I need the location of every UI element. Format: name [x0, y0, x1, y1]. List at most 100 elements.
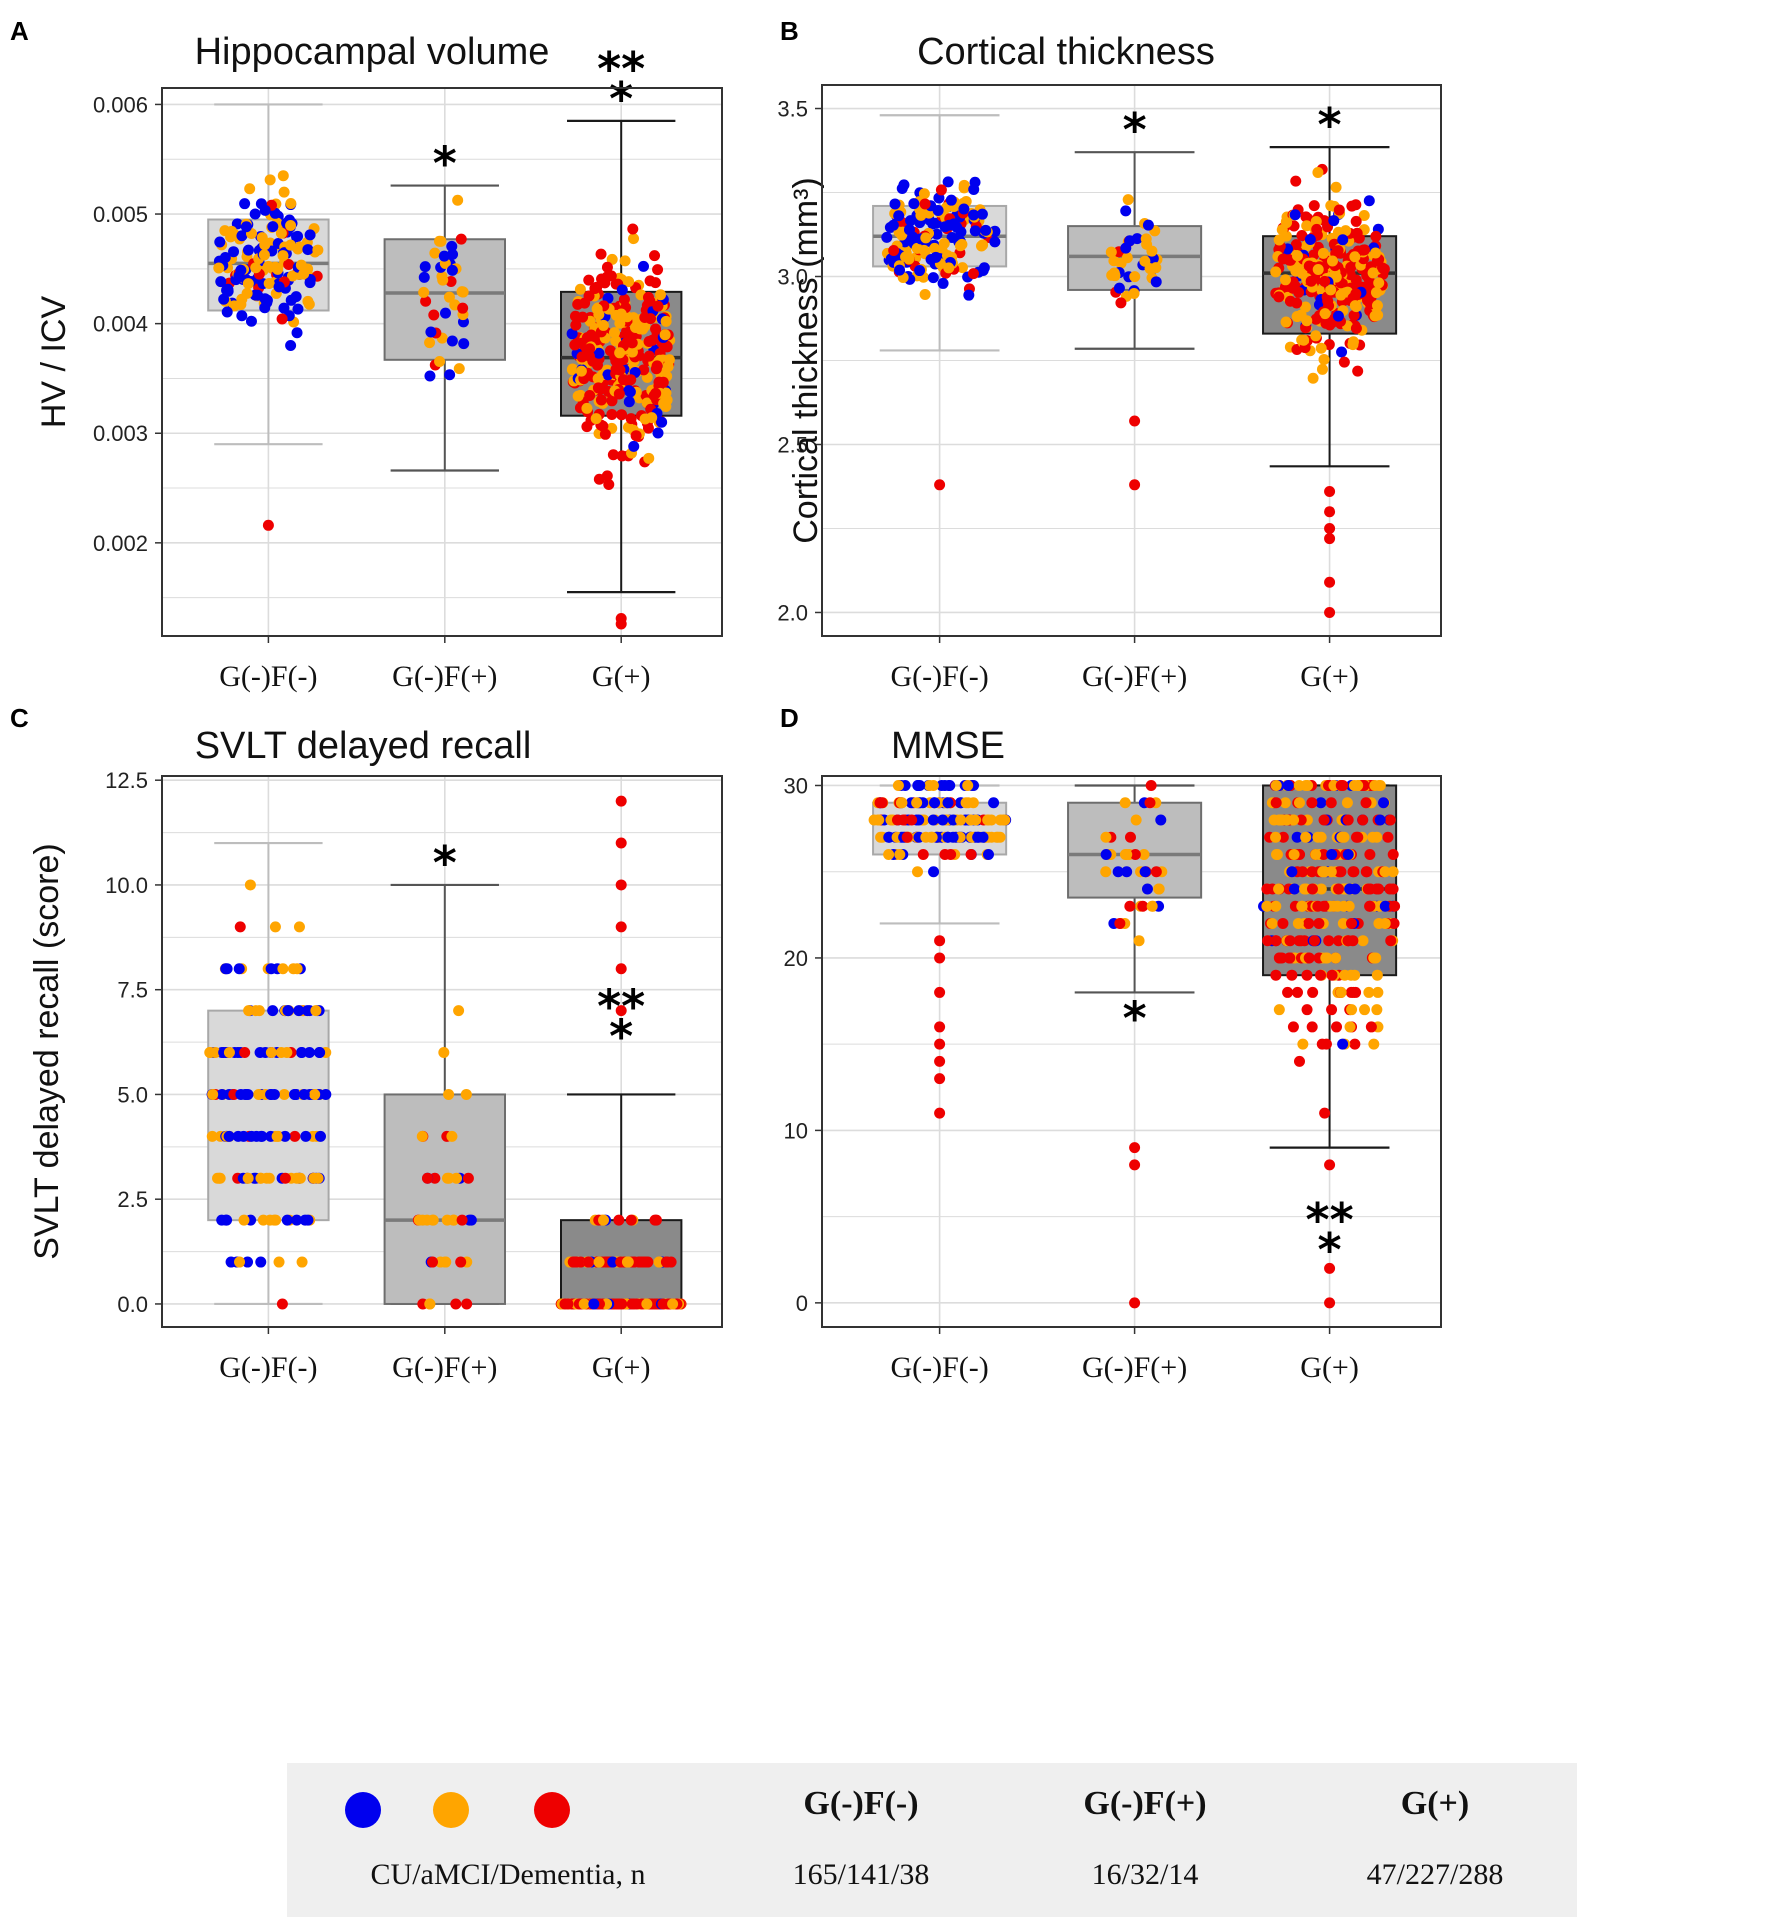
- data-point: [1372, 986, 1384, 998]
- data-point: [1323, 935, 1335, 947]
- data-point: [1367, 267, 1379, 279]
- data-point: [965, 848, 977, 860]
- data-point: [215, 276, 227, 288]
- data-point: [1121, 866, 1133, 878]
- y-tick-label: 12.5: [105, 768, 148, 793]
- data-point: [1296, 900, 1308, 912]
- data-point: [893, 210, 905, 222]
- data-point: [918, 244, 930, 256]
- significance-marker: **: [597, 42, 645, 96]
- data-point: [1352, 779, 1364, 791]
- chart-title: Cortical thickness: [917, 31, 1215, 73]
- data-point: [605, 270, 617, 282]
- data-point: [1140, 233, 1152, 245]
- data-point: [418, 286, 430, 298]
- x-tick-label: G(+): [592, 660, 651, 693]
- data-point: [1320, 1038, 1332, 1050]
- data-point: [1270, 266, 1282, 278]
- plot-frame: [161, 87, 723, 637]
- data-point: [942, 176, 954, 188]
- data-point: [241, 287, 253, 299]
- data-point: [574, 283, 586, 295]
- data-point: [907, 231, 919, 243]
- data-point: [314, 1130, 326, 1142]
- data-point: [1379, 917, 1391, 929]
- data-point: [592, 382, 604, 394]
- legend-group-label: CU/aMCI/Dementia, n: [370, 1858, 646, 1891]
- outlier-point: [615, 963, 627, 975]
- data-point: [293, 921, 305, 933]
- data-point: [1288, 883, 1300, 895]
- data-point: [287, 963, 299, 975]
- data-point: [942, 797, 954, 809]
- data-point: [1153, 883, 1165, 895]
- legend-group-1-counts: 165/141/38: [792, 1858, 930, 1891]
- legend-group-3-counts: 47/227/288: [1366, 1858, 1504, 1891]
- data-point: [942, 831, 954, 843]
- data-point: [238, 1130, 250, 1142]
- data-point: [244, 879, 256, 891]
- legend-dot-cu: [345, 1792, 381, 1828]
- data-point: [455, 1256, 467, 1268]
- data-point: [625, 335, 637, 347]
- outlier-point: [934, 1021, 946, 1033]
- data-point: [1326, 969, 1338, 981]
- data-point: [1337, 917, 1349, 929]
- data-point: [1307, 986, 1319, 998]
- data-point: [590, 413, 602, 425]
- data-point: [1335, 779, 1347, 791]
- data-point: [254, 1047, 266, 1059]
- data-point: [1328, 215, 1340, 227]
- data-point: [285, 294, 297, 306]
- panel-B: B Cortical thickness 2.0 2.5 3.0 3.5 Cortical …: [777, 16, 1442, 693]
- data-point: [1326, 1004, 1338, 1016]
- data-point: [265, 963, 277, 975]
- data-point: [242, 1172, 254, 1184]
- data-point: [894, 264, 906, 276]
- data-point: [1320, 952, 1332, 964]
- data-point: [1365, 1021, 1377, 1033]
- data-points: [204, 795, 687, 1310]
- y-tick-label: 0.002: [93, 531, 148, 556]
- data-point: [255, 1256, 267, 1268]
- data-point: [989, 236, 1001, 248]
- data-point: [417, 1214, 429, 1226]
- data-point: [1325, 284, 1337, 296]
- data-point: [1312, 166, 1324, 178]
- x-tick-label: G(-)F(-): [890, 660, 988, 693]
- data-point: [1297, 866, 1309, 878]
- outlier-point: [1129, 1142, 1141, 1154]
- data-point: [1363, 986, 1375, 998]
- data-point: [660, 1256, 672, 1268]
- data-point: [655, 289, 667, 301]
- data-point: [943, 262, 955, 274]
- data-point: [289, 1088, 301, 1100]
- data-point: [444, 369, 456, 381]
- data-point: [927, 272, 939, 284]
- data-point: [652, 264, 664, 276]
- data-point: [1349, 883, 1361, 895]
- data-point: [438, 250, 450, 262]
- outlier-point: [1129, 479, 1141, 491]
- data-point: [1141, 883, 1153, 895]
- data-point: [1290, 239, 1302, 251]
- data-point: [1312, 264, 1324, 276]
- data-point: [650, 387, 662, 399]
- outlier-point: [615, 1005, 627, 1017]
- data-point: [623, 276, 635, 288]
- data-point: [1299, 301, 1311, 313]
- data-point: [637, 260, 649, 272]
- data-point: [457, 302, 469, 314]
- data-point: [1273, 234, 1285, 246]
- data-point: [920, 232, 932, 244]
- data-point: [239, 1047, 251, 1059]
- data-point: [1145, 779, 1157, 791]
- data-point: [1270, 935, 1282, 947]
- data-point: [892, 779, 904, 791]
- data-point: [930, 251, 942, 263]
- data-point: [216, 1088, 228, 1100]
- data-point: [1308, 935, 1320, 947]
- data-point: [881, 231, 893, 243]
- data-point: [1370, 247, 1382, 259]
- data-point: [293, 1005, 305, 1017]
